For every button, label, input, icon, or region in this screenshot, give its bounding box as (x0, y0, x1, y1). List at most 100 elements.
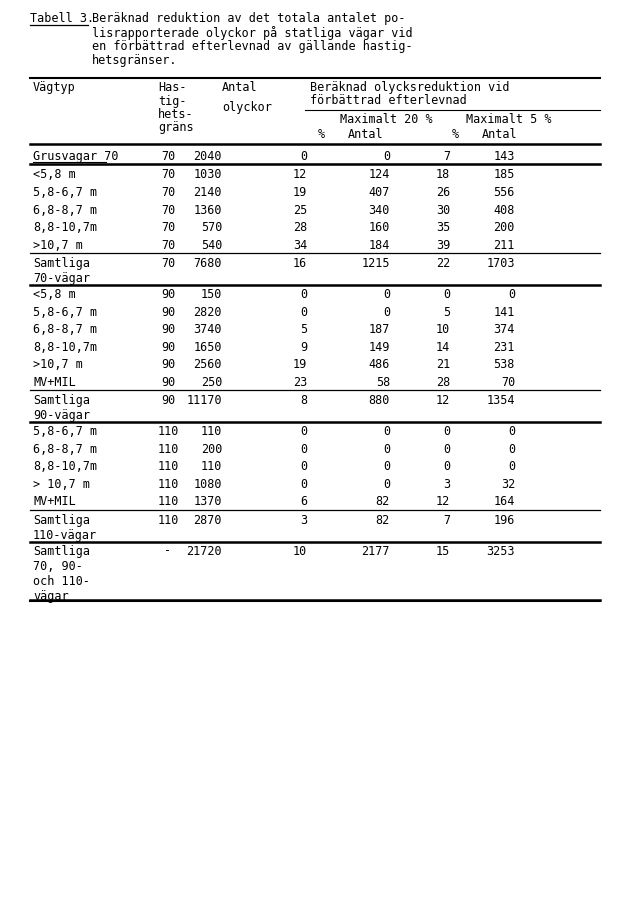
Text: 200: 200 (493, 221, 515, 234)
Text: <5,8 m: <5,8 m (33, 288, 76, 301)
Text: 12: 12 (436, 495, 450, 508)
Text: 231: 231 (493, 340, 515, 353)
Text: %: % (318, 127, 325, 140)
Text: Beräknad olycksreduktion vid: Beräknad olycksreduktion vid (310, 81, 509, 94)
Text: 0: 0 (443, 443, 450, 455)
Text: MV+MIL: MV+MIL (33, 495, 76, 508)
Text: 0: 0 (300, 305, 307, 318)
Text: 0: 0 (508, 425, 515, 438)
Text: 5,8-6,7 m: 5,8-6,7 m (33, 186, 97, 199)
Text: 8,8-10,7m: 8,8-10,7m (33, 460, 97, 473)
Text: 8: 8 (300, 394, 307, 407)
Text: 250: 250 (201, 375, 222, 388)
Text: 5,8-6,7 m: 5,8-6,7 m (33, 305, 97, 318)
Text: MV+MIL: MV+MIL (33, 375, 76, 388)
Text: en förbättrad efterlevnad av gällande hastig-: en förbättrad efterlevnad av gällande ha… (92, 40, 413, 53)
Text: 538: 538 (493, 358, 515, 371)
Text: 0: 0 (383, 425, 390, 438)
Text: 486: 486 (369, 358, 390, 371)
Text: 30: 30 (436, 204, 450, 217)
Text: 90: 90 (161, 323, 175, 336)
Text: 6,8-8,7 m: 6,8-8,7 m (33, 323, 97, 336)
Text: 5,8-6,7 m: 5,8-6,7 m (33, 425, 97, 438)
Text: 0: 0 (300, 443, 307, 455)
Text: 82: 82 (376, 514, 390, 526)
Text: 540: 540 (201, 239, 222, 252)
Text: -: - (165, 545, 171, 558)
Text: 70: 70 (161, 169, 175, 182)
Text: 2177: 2177 (361, 545, 390, 558)
Text: 556: 556 (493, 186, 515, 199)
Text: 34: 34 (293, 239, 307, 252)
Text: 32: 32 (501, 478, 515, 491)
Text: 14: 14 (436, 340, 450, 353)
Text: 21720: 21720 (186, 545, 222, 558)
Text: 164: 164 (493, 495, 515, 508)
Text: 1370: 1370 (194, 495, 222, 508)
Text: 35: 35 (436, 221, 450, 234)
Text: 110: 110 (201, 460, 222, 473)
Text: 12: 12 (293, 169, 307, 182)
Text: 22: 22 (436, 257, 450, 270)
Text: 2040: 2040 (194, 150, 222, 163)
Text: 3: 3 (300, 514, 307, 526)
Text: 0: 0 (508, 443, 515, 455)
Text: Tabell 3.: Tabell 3. (30, 12, 94, 25)
Text: 0: 0 (300, 288, 307, 301)
Text: 0: 0 (383, 443, 390, 455)
Text: 26: 26 (436, 186, 450, 199)
Text: 23: 23 (293, 375, 307, 388)
Text: Beräknad reduktion av det totala antalet po-: Beräknad reduktion av det totala antalet… (92, 12, 405, 25)
Text: lisrapporterade olyckor på statliga vägar vid: lisrapporterade olyckor på statliga väga… (92, 26, 413, 40)
Text: förbättrad efterlevnad: förbättrad efterlevnad (310, 94, 467, 108)
Text: 211: 211 (493, 239, 515, 252)
Text: 9: 9 (300, 340, 307, 353)
Text: 11170: 11170 (186, 394, 222, 407)
Text: 1650: 1650 (194, 340, 222, 353)
Text: 7: 7 (443, 514, 450, 526)
Text: 5: 5 (300, 323, 307, 336)
Text: 90: 90 (161, 305, 175, 318)
Text: Maximalt 20 %: Maximalt 20 % (340, 113, 433, 126)
Text: 1030: 1030 (194, 169, 222, 182)
Text: 407: 407 (369, 186, 390, 199)
Text: Maximalt 5 %: Maximalt 5 % (466, 113, 552, 126)
Text: 880: 880 (369, 394, 390, 407)
Text: 70: 70 (161, 204, 175, 217)
Text: 70: 70 (161, 221, 175, 234)
Text: 39: 39 (436, 239, 450, 252)
Text: 90: 90 (161, 394, 175, 407)
Text: > 10,7 m: > 10,7 m (33, 478, 90, 491)
Text: 3740: 3740 (194, 323, 222, 336)
Text: 160: 160 (369, 221, 390, 234)
Text: 141: 141 (493, 305, 515, 318)
Text: 110: 110 (157, 443, 179, 455)
Text: 70: 70 (161, 257, 175, 270)
Text: 90: 90 (161, 340, 175, 353)
Text: hets-: hets- (158, 108, 194, 121)
Text: 70: 70 (501, 375, 515, 388)
Text: 1354: 1354 (487, 394, 515, 407)
Text: 90: 90 (161, 375, 175, 388)
Text: 1360: 1360 (194, 204, 222, 217)
Text: 6: 6 (300, 495, 307, 508)
Text: 1703: 1703 (487, 257, 515, 270)
Text: 2870: 2870 (194, 514, 222, 526)
Text: 5: 5 (443, 305, 450, 318)
Text: 110: 110 (157, 425, 179, 438)
Text: 570: 570 (201, 221, 222, 234)
Text: 374: 374 (493, 323, 515, 336)
Text: 110: 110 (201, 425, 222, 438)
Text: 90: 90 (161, 358, 175, 371)
Text: 6,8-8,7 m: 6,8-8,7 m (33, 443, 97, 455)
Text: 1215: 1215 (361, 257, 390, 270)
Text: Samtliga
110-vägar: Samtliga 110-vägar (33, 514, 97, 541)
Text: 3253: 3253 (487, 545, 515, 558)
Text: gräns: gräns (158, 122, 194, 135)
Text: 0: 0 (443, 460, 450, 473)
Text: 110: 110 (157, 478, 179, 491)
Text: 7: 7 (443, 150, 450, 163)
Text: 0: 0 (383, 288, 390, 301)
Text: 1080: 1080 (194, 478, 222, 491)
Text: olyckor: olyckor (222, 101, 272, 114)
